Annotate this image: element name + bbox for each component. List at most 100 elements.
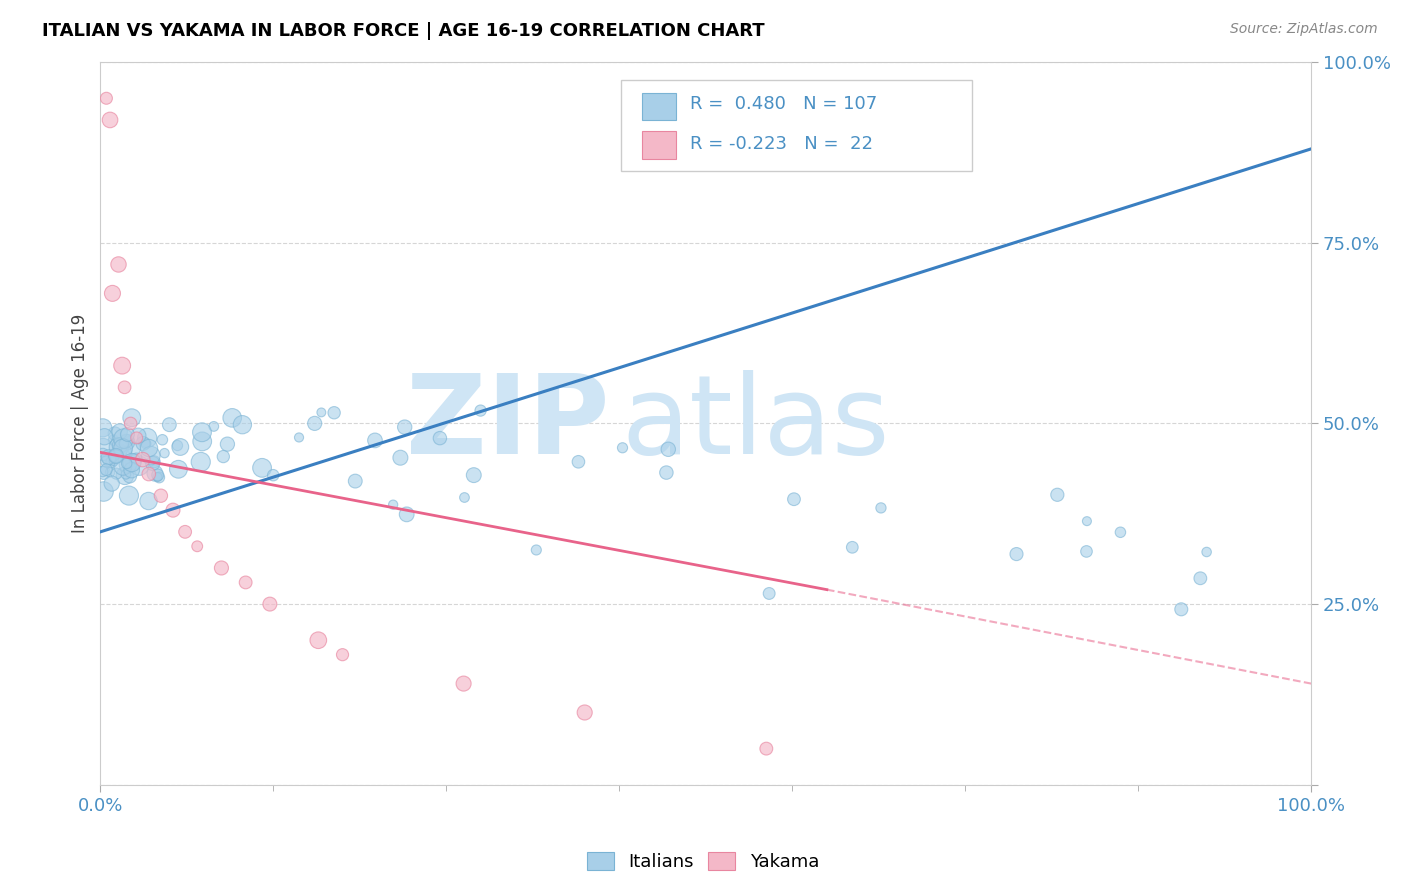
- Point: [841, 541, 863, 555]
- Point: [104, 426, 127, 441]
- Point: [153, 446, 176, 460]
- Point: [167, 462, 190, 476]
- Point: [157, 417, 180, 432]
- Point: [91, 447, 114, 461]
- Point: [110, 439, 132, 453]
- Point: [93, 484, 115, 499]
- Point: [96, 463, 118, 477]
- Point: [221, 410, 243, 425]
- Point: [115, 434, 138, 448]
- Point: [174, 524, 197, 539]
- Point: [93, 430, 115, 444]
- Point: [524, 543, 547, 558]
- Point: [100, 455, 122, 469]
- Point: [115, 435, 138, 450]
- Point: [121, 410, 143, 425]
- Point: [1170, 602, 1192, 616]
- Point: [394, 420, 416, 434]
- FancyBboxPatch shape: [621, 80, 972, 170]
- Point: [122, 442, 145, 456]
- Point: [117, 458, 139, 472]
- Point: [250, 461, 273, 475]
- Text: R =  0.480   N = 107: R = 0.480 N = 107: [690, 95, 877, 112]
- Point: [574, 706, 596, 720]
- Point: [870, 500, 893, 515]
- Point: [118, 434, 141, 448]
- Point: [1109, 525, 1132, 540]
- Point: [108, 444, 131, 458]
- Point: [117, 427, 139, 442]
- Point: [105, 467, 128, 481]
- Point: [655, 466, 678, 480]
- Point: [231, 417, 253, 432]
- FancyBboxPatch shape: [641, 93, 675, 120]
- Point: [186, 539, 208, 553]
- Point: [1005, 547, 1028, 561]
- Point: [395, 508, 418, 522]
- Point: [307, 633, 329, 648]
- Point: [311, 405, 333, 419]
- Point: [139, 449, 162, 463]
- Point: [332, 648, 354, 662]
- Point: [162, 503, 184, 517]
- Point: [146, 470, 169, 484]
- Point: [146, 468, 169, 483]
- Point: [202, 419, 225, 434]
- Point: [96, 91, 118, 105]
- Point: [1189, 571, 1212, 585]
- Point: [262, 468, 284, 483]
- Point: [103, 433, 125, 447]
- Point: [98, 466, 121, 480]
- Text: R = -0.223   N =  22: R = -0.223 N = 22: [690, 135, 873, 153]
- Point: [111, 359, 134, 373]
- Point: [97, 450, 120, 464]
- Point: [143, 467, 166, 481]
- Point: [103, 454, 125, 468]
- Point: [111, 459, 134, 474]
- Point: [107, 441, 129, 455]
- Point: [364, 434, 387, 448]
- Point: [115, 467, 138, 482]
- Point: [235, 575, 257, 590]
- Point: [288, 430, 311, 444]
- Point: [105, 449, 128, 463]
- Point: [93, 466, 115, 480]
- Point: [453, 676, 475, 690]
- Legend: Italians, Yakama: Italians, Yakama: [579, 846, 827, 879]
- Point: [115, 444, 138, 458]
- Point: [567, 455, 589, 469]
- Point: [100, 452, 122, 467]
- Point: [125, 431, 148, 445]
- Point: [429, 431, 451, 445]
- Point: [112, 442, 135, 456]
- Point: [114, 380, 136, 394]
- Point: [138, 441, 160, 455]
- Point: [121, 463, 143, 477]
- Point: [98, 112, 121, 127]
- Y-axis label: In Labor Force | Age 16-19: In Labor Force | Age 16-19: [72, 314, 89, 533]
- Point: [91, 465, 114, 479]
- Text: atlas: atlas: [621, 370, 890, 477]
- Point: [127, 428, 149, 442]
- Text: ZIP: ZIP: [405, 370, 609, 477]
- Point: [166, 438, 188, 452]
- Point: [783, 492, 806, 507]
- FancyBboxPatch shape: [641, 131, 675, 159]
- Point: [138, 467, 160, 481]
- Point: [112, 432, 135, 446]
- Text: Source: ZipAtlas.com: Source: ZipAtlas.com: [1230, 22, 1378, 37]
- Point: [344, 474, 367, 488]
- Point: [107, 257, 129, 271]
- Point: [150, 433, 173, 447]
- Point: [132, 436, 155, 450]
- Point: [148, 470, 170, 484]
- Point: [108, 425, 131, 439]
- Point: [118, 489, 141, 503]
- Point: [463, 468, 485, 483]
- Point: [118, 469, 141, 483]
- Point: [1076, 544, 1098, 558]
- Point: [217, 437, 239, 451]
- Point: [96, 454, 118, 468]
- Point: [191, 425, 214, 440]
- Point: [1046, 488, 1069, 502]
